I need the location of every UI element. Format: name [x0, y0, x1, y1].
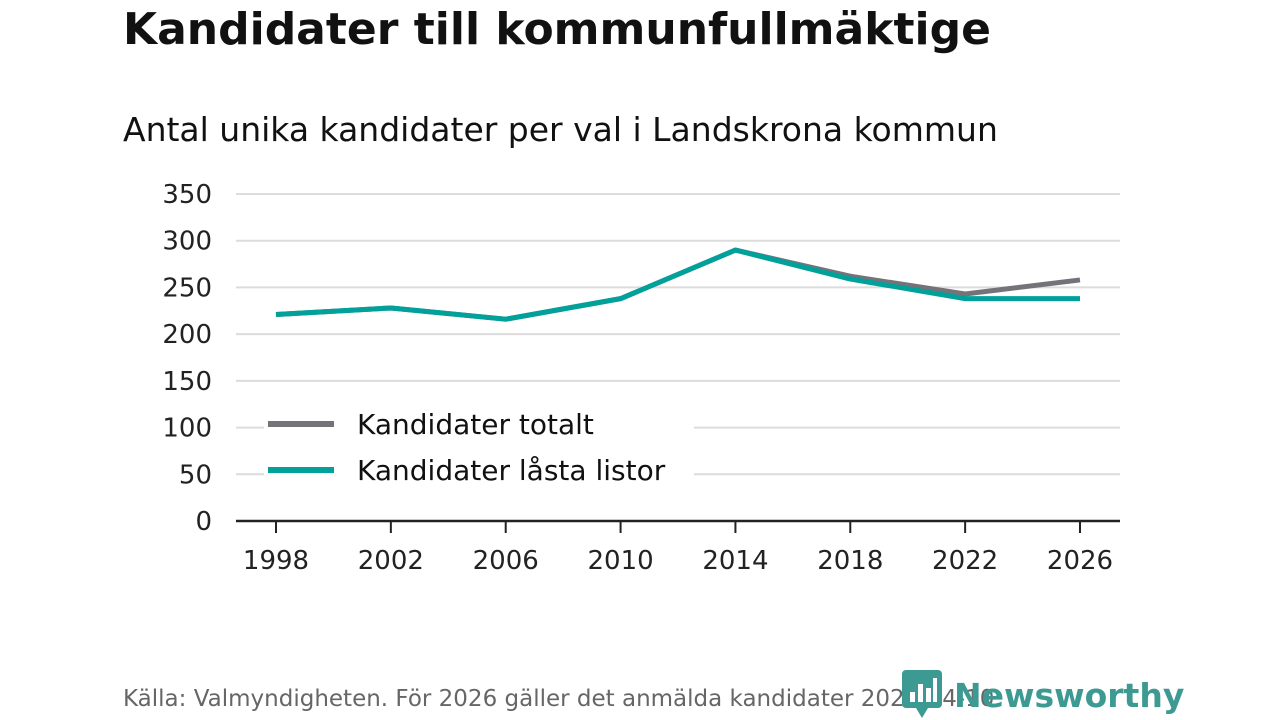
- source-note: Källa: Valmyndigheten. För 2026 gäller d…: [123, 686, 1002, 712]
- legend-background: [264, 398, 694, 442]
- y-tick-label: 200: [162, 320, 212, 350]
- legend: Kandidater totalt Kandidater låsta listor: [264, 398, 694, 488]
- y-tick-label: 50: [179, 460, 212, 490]
- x-tick-label: 2010: [587, 546, 653, 576]
- legend-label: Kandidater totalt: [357, 408, 594, 441]
- series-lines: [275, 247, 1081, 322]
- chart-title: Kandidater till kommunfullmäktige: [123, 4, 991, 55]
- legend-label: Kandidater låsta listor: [357, 454, 666, 487]
- series-line-locked-lists: [275, 247, 1080, 322]
- x-tick-label: 2002: [358, 546, 424, 576]
- y-tick-label: 250: [162, 273, 212, 303]
- brand-name: Newsworthy: [954, 675, 1185, 715]
- y-tick-label: 100: [162, 414, 212, 444]
- y-axis-labels: 0 50 100 150 200 250 300 350: [162, 180, 212, 537]
- y-tick-label: 350: [162, 180, 212, 210]
- newsworthy-logo-icon: [902, 670, 942, 718]
- y-tick-label: 300: [162, 227, 212, 257]
- brand: Newsworthy: [902, 670, 1184, 720]
- y-tick-label: 150: [162, 367, 212, 397]
- x-tick-label: 2006: [473, 546, 539, 576]
- x-tick-label: 2014: [702, 546, 768, 576]
- y-tick-label: 0: [195, 507, 212, 537]
- x-tick-label: 1998: [243, 546, 309, 576]
- x-tick-label: 2026: [1047, 546, 1113, 576]
- legend-background: [264, 444, 694, 488]
- chart-subtitle: Antal unika kandidater per val i Landskr…: [123, 110, 998, 149]
- x-tick-label: 2018: [817, 546, 883, 576]
- x-axis: 1998 2002 2006 2010 2014 2018 2022 2026: [236, 519, 1120, 576]
- x-tick-label: 2022: [932, 546, 998, 576]
